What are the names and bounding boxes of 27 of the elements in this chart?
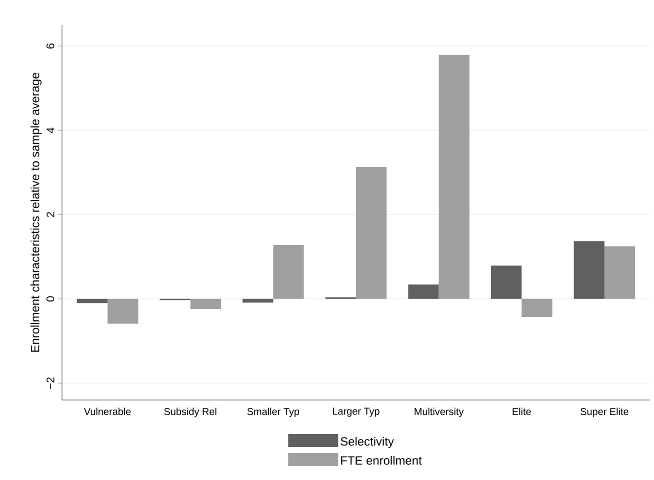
- bar: [108, 298, 138, 324]
- bar: [242, 298, 274, 303]
- y-tick-label: 0: [46, 296, 54, 302]
- bar: [408, 284, 439, 299]
- x-tick-label: Larger Typ: [333, 408, 380, 417]
- x-tick-label: Super Elite: [580, 408, 628, 418]
- y-tick-label: 2: [46, 212, 54, 218]
- bar: [76, 298, 108, 304]
- y-tick-label: −2: [46, 377, 54, 389]
- y-tick-label: 4: [46, 128, 54, 134]
- legend-label: Selectivity: [340, 436, 394, 448]
- bar: [522, 298, 552, 317]
- x-tick-label: Vulnerable: [84, 408, 131, 416]
- legend-label: FTE enrollment: [341, 456, 422, 465]
- bar: [438, 54, 470, 299]
- y-axis-title: Enrollment characteristics relative to sample average: [30, 72, 42, 352]
- bar: [190, 298, 222, 309]
- bar: [490, 266, 522, 299]
- x-tick-label: Subsidy Rel: [164, 408, 216, 418]
- x-tick-label: Multiversity: [414, 408, 464, 418]
- x-tick-label: Elite: [512, 408, 531, 416]
- bar: [604, 246, 636, 299]
- y-tick-label: 6: [46, 44, 54, 49]
- bar: [574, 241, 604, 299]
- bar: [273, 244, 304, 299]
- x-tick-label: Smaller Typ: [247, 408, 300, 418]
- bar: [356, 166, 387, 299]
